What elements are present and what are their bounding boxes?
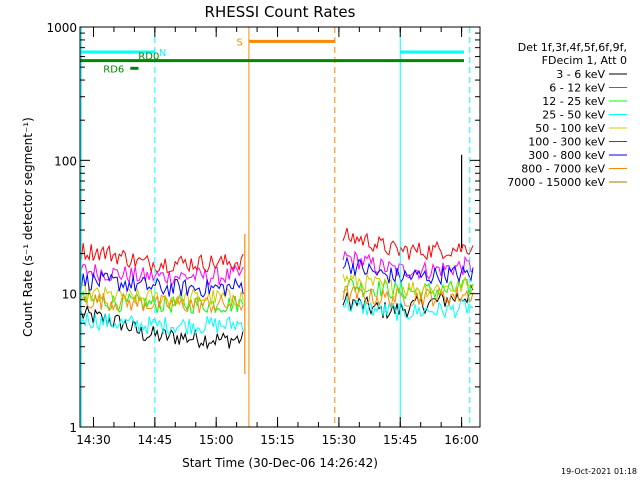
axis-layer: 14:30 14:45 15:00 15:15 15:30 15:45 16:00 1 10 10… bbox=[46, 21, 480, 447]
series-line-25-50-kev-post bbox=[342, 297, 474, 321]
x-tick-label: 15:30 bbox=[322, 433, 357, 447]
series-line-300-800-kev-post bbox=[342, 256, 474, 286]
series-line-300-800-kev-pre bbox=[80, 270, 244, 298]
x-tick-label: 15:00 bbox=[199, 433, 234, 447]
legend-label-25-50-kev: 25 - 50 keV bbox=[542, 109, 605, 122]
x-tick-label: 15:45 bbox=[383, 433, 418, 447]
legend-label-50-100-kev: 50 - 100 keV bbox=[535, 122, 605, 135]
plot-frame bbox=[79, 26, 481, 428]
chart-title: RHESSI Count Rates bbox=[205, 3, 356, 21]
x-tick-label: 14:45 bbox=[138, 433, 173, 447]
flag-label-n-0: N bbox=[159, 48, 166, 59]
flag-label-s-2: S bbox=[237, 37, 243, 48]
series-line-100-300-kev-pre bbox=[80, 243, 244, 273]
x-tick-label: 16:00 bbox=[444, 433, 479, 447]
y-tick-label: 10 bbox=[62, 288, 77, 302]
x-axis-label: Start Time (30-Dec-06 14:26:42) bbox=[182, 456, 378, 470]
y-tick-label: 1000 bbox=[46, 21, 77, 35]
legend-label-100-300-kev: 100 - 300 keV bbox=[528, 136, 605, 149]
x-tick-label: 14:30 bbox=[76, 433, 111, 447]
series-line-25-50-kev-pre bbox=[80, 312, 244, 336]
legend-label-3-6-kev: 3 - 6 keV bbox=[556, 68, 605, 81]
legend-label-6-12-kev: 6 - 12 keV bbox=[549, 82, 605, 95]
series-line-100-300-kev-post bbox=[342, 227, 474, 261]
legend: Det 1f,3f,4f,5f,6f,9f,FDecim 1, Att 03 -… bbox=[507, 41, 627, 189]
legend-header-line: Det 1f,3f,4f,5f,6f,9f, bbox=[518, 41, 627, 54]
y-axis-label: Count Rate (s⁻¹ detector segment⁻¹) bbox=[21, 117, 35, 337]
series-line-800-7000-kev-pre bbox=[80, 292, 244, 315]
legend-label-12-25-kev: 12 - 25 keV bbox=[542, 95, 605, 108]
legend-label-300-800-kev: 300 - 800 keV bbox=[528, 149, 605, 162]
flag-label-rd6-4: RD6 bbox=[103, 64, 124, 75]
legend-label-7000-15000-kev: 7000 - 15000 keV bbox=[507, 176, 605, 189]
series-line-800-7000-kev-post bbox=[342, 285, 474, 309]
y-tick-label: 100 bbox=[54, 154, 77, 168]
flag-layer: N S RD0 RD6 bbox=[80, 37, 464, 75]
series-line-50-100-kev-pre bbox=[81, 284, 244, 308]
data-layer bbox=[80, 154, 474, 374]
legend-label-800-7000-kev: 800 - 7000 keV bbox=[521, 163, 605, 176]
flag-label-rd0-3: RD0 bbox=[138, 52, 159, 63]
render-timestamp: 19-Oct-2021 01:18 bbox=[561, 467, 637, 476]
x-tick-label: 15:15 bbox=[260, 433, 295, 447]
series-line-50-100-kev-post bbox=[342, 272, 474, 299]
legend-header-line: FDecim 1, Att 0 bbox=[542, 54, 627, 67]
series-line-6-12-kev-pre bbox=[80, 263, 244, 287]
marker-layer bbox=[80, 27, 471, 427]
y-tick-label: 1 bbox=[69, 421, 77, 435]
